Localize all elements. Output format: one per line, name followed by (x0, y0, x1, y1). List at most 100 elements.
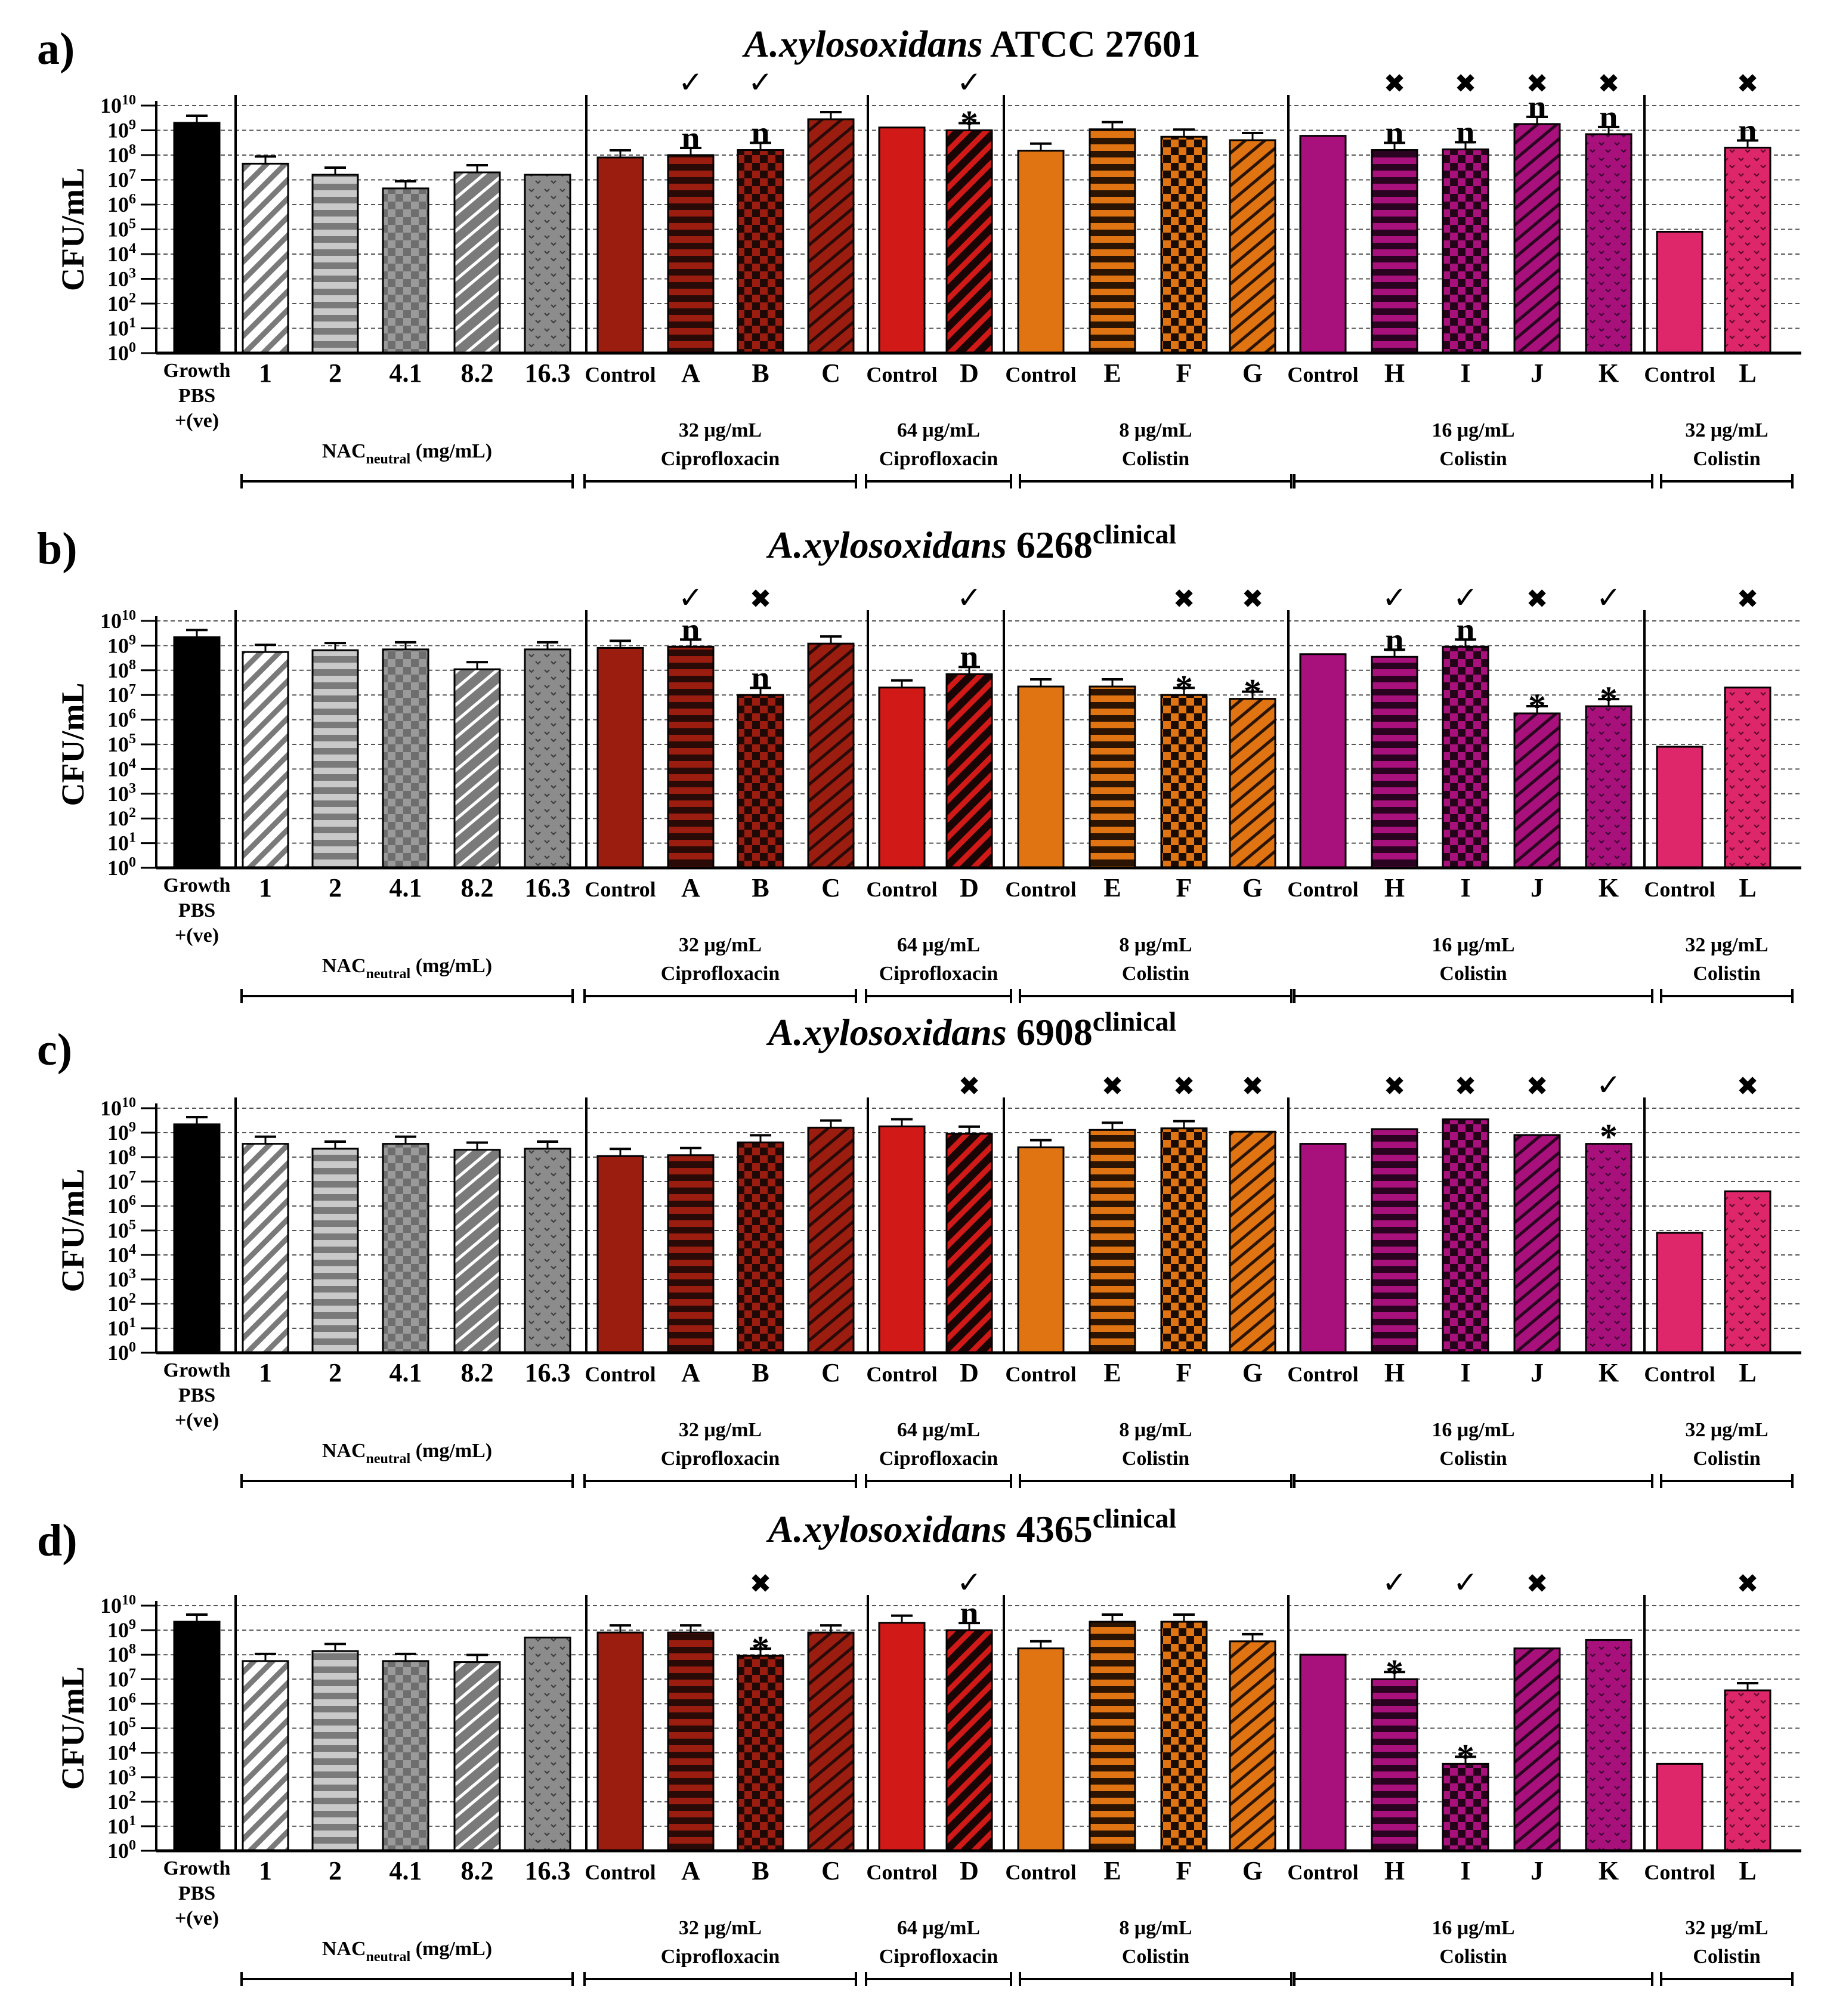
check-icon: ✓ (1382, 581, 1407, 614)
bar (1299, 135, 1347, 354)
group-label: 32 μg/mL (1685, 1917, 1768, 1939)
panel-label: a) (37, 24, 75, 74)
x-tick-label: +(ve) (175, 1409, 219, 1431)
x-tick-label: K (1599, 1358, 1619, 1387)
x-tick-label: J (1531, 358, 1544, 388)
y-tick-label: 102 (107, 805, 136, 830)
x-tick-label: +(ve) (175, 410, 219, 432)
x-tick-label: H (1384, 873, 1405, 902)
bar (1371, 149, 1418, 354)
bar (311, 1148, 359, 1354)
group-label: 8 μg/mL (1119, 934, 1192, 956)
group-label: NACneutral (mg/mL) (322, 1440, 492, 1467)
chart-title: A.xylosoxidans 4365clinical (766, 1503, 1177, 1550)
y-tick-label: 109 (107, 1617, 136, 1642)
bar (807, 1631, 855, 1852)
x-tick-label: 8.2 (461, 358, 494, 388)
bar (878, 1126, 926, 1354)
bar (173, 1621, 221, 1852)
bar (667, 645, 715, 869)
bar (945, 129, 993, 354)
y-tick-label: 1010 (100, 1095, 136, 1120)
panel-label: d) (37, 1516, 78, 1566)
bar (1299, 1653, 1347, 1852)
y-tick-label: 105 (107, 731, 136, 756)
bar (1585, 1638, 1633, 1852)
check-icon: ✓ (957, 66, 982, 99)
y-tick-label: 106 (107, 1193, 136, 1218)
x-tick-label: PBS (178, 1384, 215, 1406)
x-tick-label: Growth (163, 1857, 231, 1879)
x-tick-label: D (960, 1358, 979, 1387)
bar (737, 1141, 784, 1354)
x-tick-label: Control (1005, 363, 1076, 386)
bar (311, 649, 359, 869)
bar (1442, 1118, 1489, 1354)
check-icon: ✓ (748, 66, 773, 99)
y-tick-label: 109 (107, 1120, 136, 1145)
y-tick-label: 1010 (100, 1593, 136, 1618)
bar (453, 1661, 501, 1852)
bar (1724, 687, 1771, 869)
y-tick-label: 103 (107, 1266, 136, 1291)
not-significant-label: n (1456, 114, 1474, 151)
bar (737, 694, 784, 869)
panel-b: b) A.xylosoxidans 6268clinical10010110210… (37, 519, 1801, 1003)
panel-c: c) A.xylosoxidans 6908clinical10010110210… (37, 1006, 1801, 1488)
bar (1371, 1678, 1418, 1852)
y-axis-label: CFU/mL (55, 1666, 91, 1790)
bar (945, 1133, 993, 1354)
y-tick-label: 108 (107, 142, 136, 167)
y-tick-label: 109 (107, 632, 136, 657)
group-label: Colistin (1122, 448, 1189, 470)
x-tick-label: B (752, 1358, 769, 1387)
y-tick-label: 104 (107, 241, 136, 266)
x-tick-label: 2 (329, 1358, 342, 1387)
x-tick-label: Control (1287, 363, 1358, 386)
group-label: Colistin (1439, 1946, 1507, 1968)
bar (1017, 1647, 1065, 1852)
bar (667, 1154, 715, 1354)
x-tick-label: Control (1644, 877, 1715, 901)
bar (596, 1631, 644, 1852)
cross-icon: ✖ (750, 585, 772, 614)
group-label: Colistin (1439, 448, 1507, 470)
y-axis-label: CFU/mL (55, 168, 91, 291)
bar (1656, 746, 1703, 869)
check-icon: ✓ (678, 66, 703, 99)
cross-icon: ✖ (1173, 585, 1195, 614)
bar (878, 126, 926, 354)
check-icon: ✓ (1382, 1566, 1407, 1599)
significance-star: * (752, 1629, 769, 1668)
x-tick-label: Growth (163, 874, 231, 896)
bar (807, 1127, 855, 1354)
x-tick-label: 8.2 (461, 1856, 494, 1885)
group-label: 64 μg/mL (897, 1419, 980, 1441)
cross-icon: ✖ (1384, 1072, 1406, 1101)
x-tick-label: PBS (178, 899, 215, 922)
significance-star: * (1175, 668, 1193, 707)
x-tick-label: J (1531, 873, 1544, 902)
x-tick-label: B (752, 358, 769, 388)
bar (311, 174, 359, 354)
group-label: 32 μg/mL (1685, 934, 1768, 956)
not-significant-label: n (960, 1595, 978, 1632)
not-significant-label: n (681, 120, 700, 157)
x-tick-label: E (1103, 1856, 1121, 1885)
cross-icon: ✖ (750, 1569, 772, 1598)
x-tick-label: I (1460, 358, 1470, 388)
y-tick-label: 106 (107, 1690, 136, 1715)
x-tick-label: 1 (259, 358, 272, 388)
y-tick-label: 109 (107, 118, 136, 143)
significance-star: * (1600, 679, 1618, 719)
bar (382, 648, 429, 869)
x-tick-label: A (681, 873, 700, 902)
y-tick-label: 108 (107, 657, 136, 682)
x-tick-label: +(ve) (175, 924, 219, 947)
bar (242, 162, 289, 354)
x-tick-label: Growth (163, 1359, 231, 1381)
x-tick-label: G (1242, 358, 1263, 388)
bar (453, 171, 501, 354)
bar (1017, 685, 1065, 869)
group-label: NACneutral (mg/mL) (322, 1938, 492, 1965)
